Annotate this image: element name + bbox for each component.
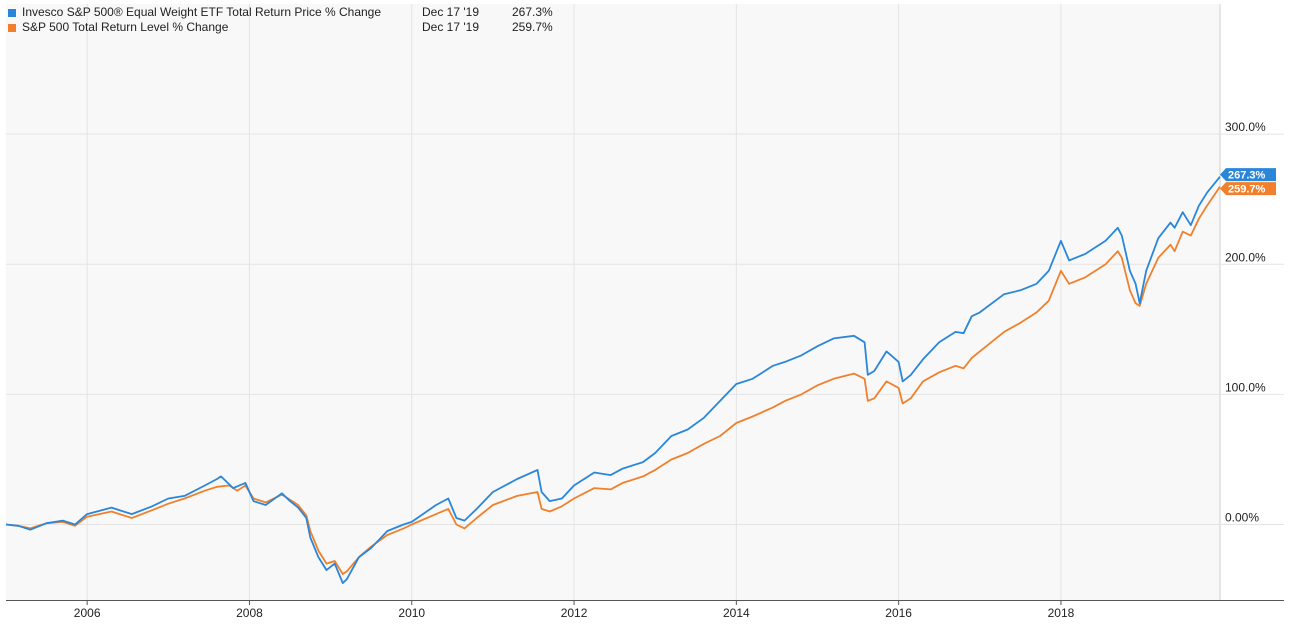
legend-swatch-equal-weight [8,9,16,17]
legend-value-equal-weight: 267.3% [512,5,553,19]
y-tick-label: 0.00% [1225,511,1259,525]
y-tick-label: 100.0% [1225,380,1266,394]
series-line-0 [5,176,1221,584]
legend-value-sp500: 259.7% [512,20,553,34]
legend-name-sp500: S&P 500 Total Return Level % Change [22,20,229,34]
legend-date-sp500: Dec 17 '19 [422,20,479,34]
x-tick-label: 2016 [885,606,912,620]
y-tick-label: 300.0% [1225,120,1266,134]
x-tick-label: 2008 [236,606,263,620]
legend-date-equal-weight: Dec 17 '19 [422,5,479,19]
end-value-label-0: 267.3% [1228,170,1266,182]
end-value-label-1: 259.7% [1228,184,1266,196]
end-value-flag-0 [1220,168,1276,182]
legend-name-equal-weight: Invesco S&P 500® Equal Weight ETF Total … [22,5,382,19]
y-tick-label: 200.0% [1225,250,1266,264]
x-tick-label: 2018 [1048,606,1075,620]
x-tick-label: 2010 [398,606,425,620]
x-tick-label: 2006 [74,606,101,620]
plot-background [6,4,1220,600]
legend-swatch-sp500 [8,24,16,32]
x-tick-label: 2014 [723,606,750,620]
end-value-flag-1 [1220,182,1276,196]
x-tick-label: 2012 [561,606,588,620]
